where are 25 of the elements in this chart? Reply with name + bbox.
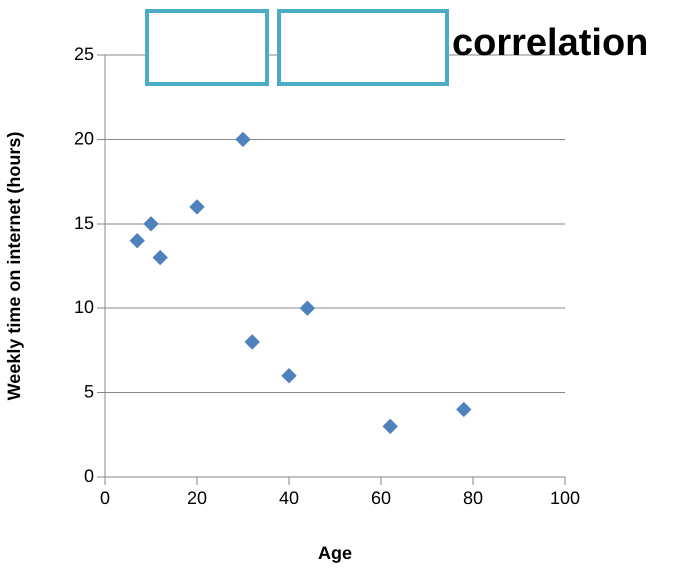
point [244, 334, 260, 350]
point [300, 300, 315, 316]
x-tick-label: 100 [550, 488, 580, 508]
x-tick-label: 40 [278, 488, 300, 508]
y-axis-title: Weekly time on internet (hours) [4, 132, 24, 400]
x-tick-label: 80 [462, 488, 484, 508]
point [152, 250, 168, 266]
x-tick-label: 60 [370, 488, 392, 508]
y-tick-label: 25 [74, 44, 94, 64]
y-tick-label: 5 [84, 382, 94, 402]
x-axis-title: Age [318, 543, 352, 564]
y-tick-label: 0 [84, 466, 94, 486]
x-tick-label: 20 [186, 488, 208, 508]
x-tick-label: 0 [100, 488, 110, 508]
point [456, 402, 472, 417]
y-tick-label: 10 [74, 297, 94, 318]
point [130, 233, 145, 248]
point [144, 216, 158, 232]
point [190, 199, 204, 214]
point [382, 418, 398, 434]
point [282, 368, 296, 384]
point [236, 132, 250, 147]
y-tick-label: 15 [74, 212, 94, 233]
y-tick-label: 20 [74, 128, 94, 148]
chart-title: correlation [452, 22, 648, 65]
